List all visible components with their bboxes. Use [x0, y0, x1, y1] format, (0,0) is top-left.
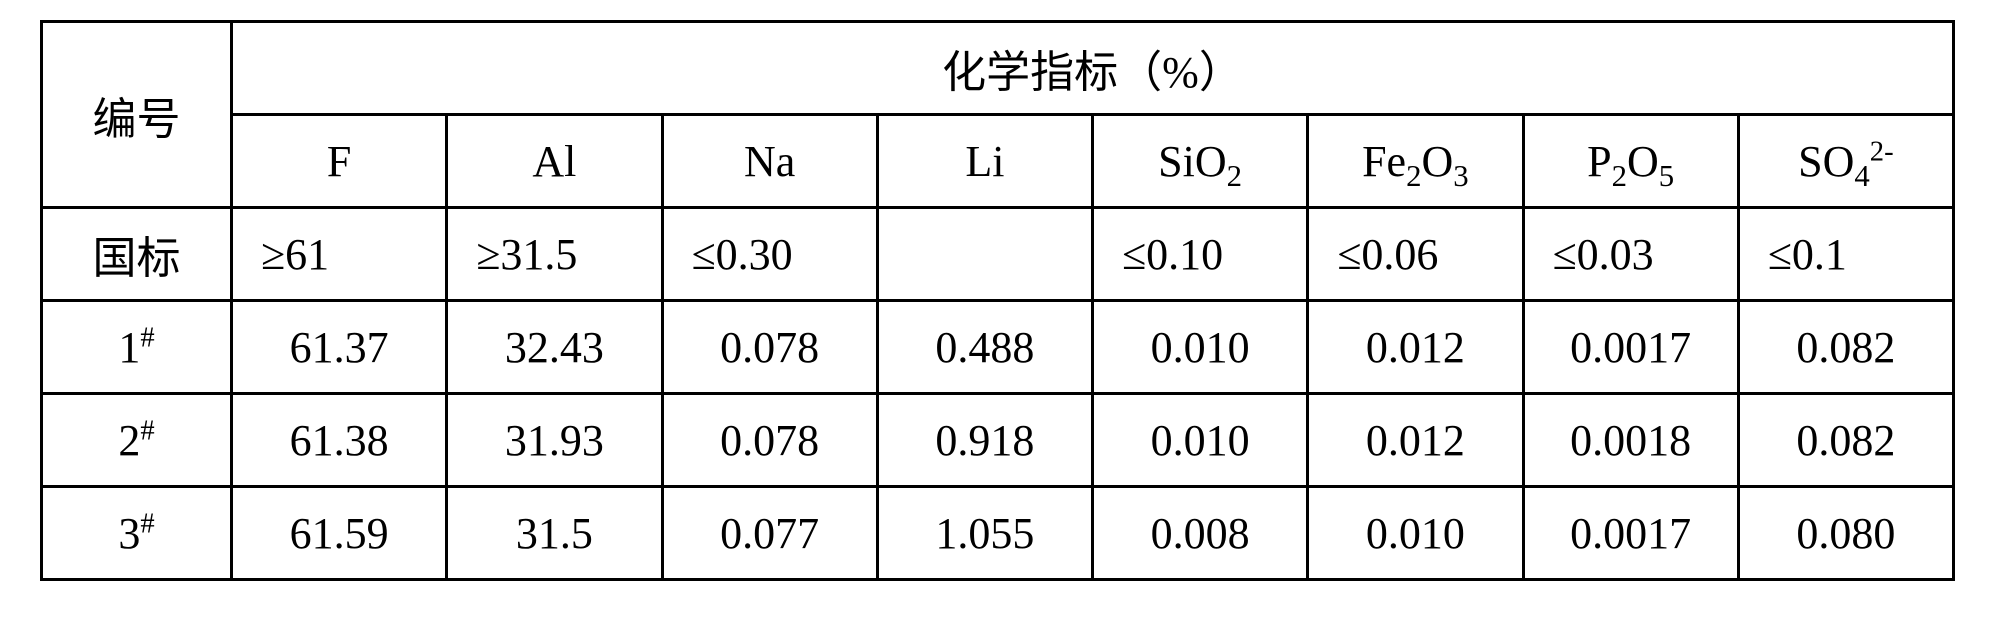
row-id: 1#	[42, 301, 232, 394]
cell-Na: 0.077	[662, 487, 877, 580]
table-row: 2#61.3831.930.0780.9180.0100.0120.00180.…	[42, 394, 1954, 487]
column-header-Na: Na	[662, 115, 877, 208]
table-row: 1#61.3732.430.0780.4880.0100.0120.00170.…	[42, 301, 1954, 394]
cell-P2O5: 0.0017	[1523, 301, 1738, 394]
header-row-2: FAlNaLiSiO2Fe2O3P2O5SO42-	[42, 115, 1954, 208]
cell-SO4: 0.082	[1738, 301, 1953, 394]
cell-Al: 31.5	[447, 487, 662, 580]
cell-F: 61.37	[232, 301, 447, 394]
cell-SiO2: ≤0.10	[1093, 208, 1308, 301]
table-row: 3#61.5931.50.0771.0550.0080.0100.00170.0…	[42, 487, 1954, 580]
cell-P2O5: 0.0017	[1523, 487, 1738, 580]
cell-Al: 31.93	[447, 394, 662, 487]
cell-Fe2O3: 0.012	[1308, 394, 1523, 487]
row-id: 3#	[42, 487, 232, 580]
cell-Li: 0.488	[877, 301, 1092, 394]
data-body: 国标≥61≥31.5≤0.30≤0.10≤0.06≤0.03≤0.11#61.3…	[42, 208, 1954, 580]
column-header-Fe2O3: Fe2O3	[1308, 115, 1523, 208]
cell-Al: 32.43	[447, 301, 662, 394]
table-body: 编号 化学指标（%） FAlNaLiSiO2Fe2O3P2O5SO42-	[42, 22, 1954, 208]
header-row-1: 编号 化学指标（%）	[42, 22, 1954, 115]
row-id: 国标	[42, 208, 232, 301]
cell-SiO2: 0.010	[1093, 301, 1308, 394]
cell-Na: ≤0.30	[662, 208, 877, 301]
cell-Fe2O3: 0.012	[1308, 301, 1523, 394]
cell-SO4: 0.082	[1738, 394, 1953, 487]
cell-Fe2O3: 0.010	[1308, 487, 1523, 580]
column-header-Li: Li	[877, 115, 1092, 208]
cell-F: 61.38	[232, 394, 447, 487]
cell-Li: 1.055	[877, 487, 1092, 580]
cell-Al: ≥31.5	[447, 208, 662, 301]
cell-F: ≥61	[232, 208, 447, 301]
cell-P2O5: ≤0.03	[1523, 208, 1738, 301]
cell-SiO2: 0.010	[1093, 394, 1308, 487]
cell-Na: 0.078	[662, 301, 877, 394]
cell-Li	[877, 208, 1092, 301]
group-header: 化学指标（%）	[232, 22, 1954, 115]
cell-Na: 0.078	[662, 394, 877, 487]
cell-F: 61.59	[232, 487, 447, 580]
cell-Fe2O3: ≤0.06	[1308, 208, 1523, 301]
table-row: 国标≥61≥31.5≤0.30 ≤0.10≤0.06≤0.03≤0.1	[42, 208, 1954, 301]
cell-SO4: 0.080	[1738, 487, 1953, 580]
cell-P2O5: 0.0018	[1523, 394, 1738, 487]
row-header-label: 编号	[42, 22, 232, 208]
column-header-Al: Al	[447, 115, 662, 208]
cell-Li: 0.918	[877, 394, 1092, 487]
cell-SO4: ≤0.1	[1738, 208, 1953, 301]
column-header-P2O5: P2O5	[1523, 115, 1738, 208]
column-header-SO4: SO42-	[1738, 115, 1953, 208]
chemical-indicators-table: 编号 化学指标（%） FAlNaLiSiO2Fe2O3P2O5SO42- 国标≥…	[40, 20, 1955, 581]
column-header-F: F	[232, 115, 447, 208]
cell-SiO2: 0.008	[1093, 487, 1308, 580]
row-id: 2#	[42, 394, 232, 487]
column-header-SiO2: SiO2	[1093, 115, 1308, 208]
